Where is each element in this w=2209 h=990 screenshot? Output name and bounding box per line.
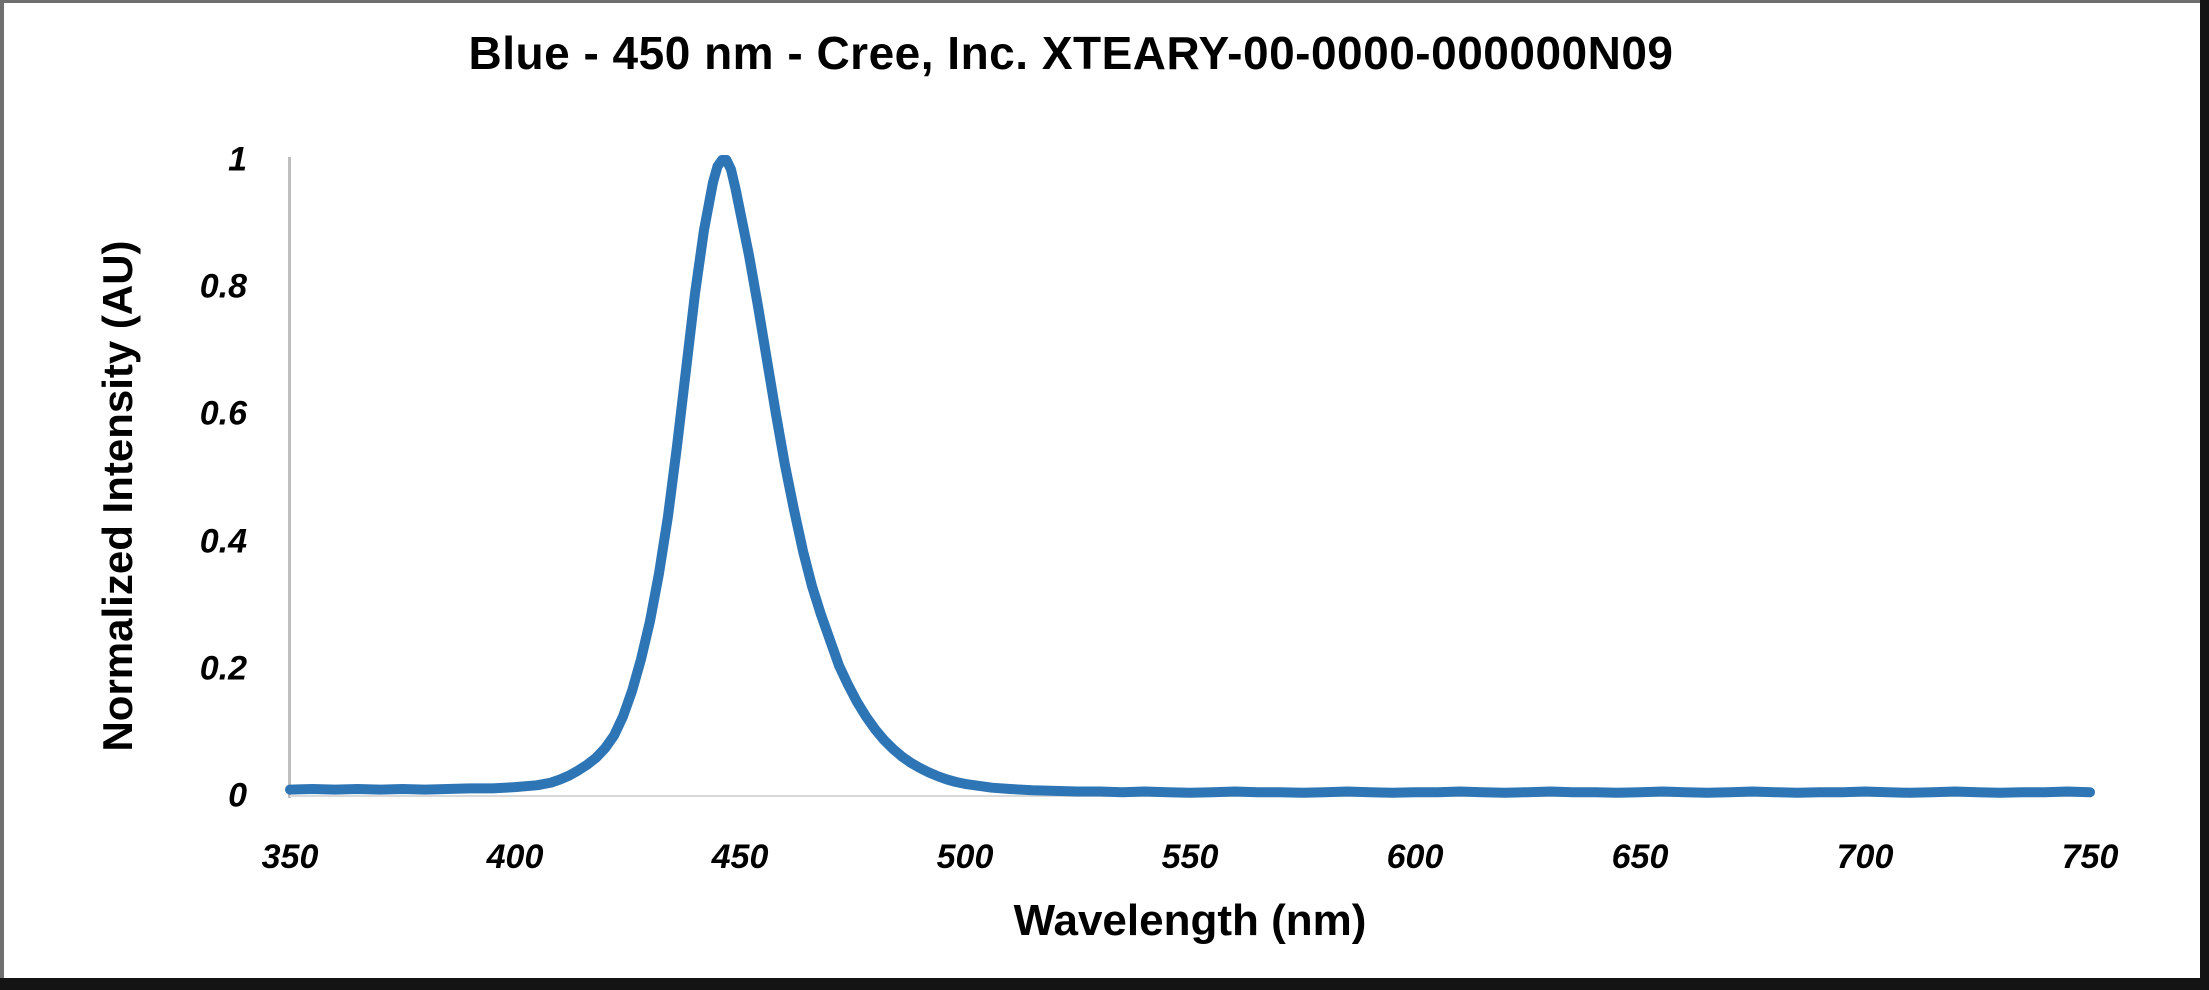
y-axis-line	[288, 157, 291, 798]
spectrum-line	[285, 155, 2095, 798]
x-tick-label: 600	[1386, 838, 1444, 876]
frame-border-right	[2200, 0, 2209, 990]
x-tick-label: 400	[486, 838, 544, 876]
y-tick-label: 1	[228, 140, 247, 179]
frame-border-left	[0, 0, 4, 990]
x-tick-label: 700	[1836, 838, 1894, 876]
y-tick-label: 0.2	[199, 649, 247, 688]
x-tick-label: 350	[261, 838, 319, 876]
x-tick-label: 750	[2061, 838, 2119, 876]
y-tick-label: 0	[228, 776, 247, 815]
x-tick-label: 450	[711, 838, 769, 876]
spectrum-plot	[285, 155, 2095, 798]
y-tick-label: 0.6	[199, 394, 247, 433]
y-tick-label: 0.8	[199, 267, 247, 306]
chart-title: Blue - 450 nm - Cree, Inc. XTEARY-00-000…	[468, 27, 1674, 79]
x-tick-label: 550	[1161, 838, 1219, 876]
y-tick-label: 0.4	[199, 522, 247, 561]
frame-border-top	[0, 0, 2209, 3]
x-tick-label: 500	[936, 838, 994, 876]
x-tick-label: 650	[1611, 838, 1669, 876]
frame-border-bottom	[0, 978, 2209, 990]
x-axis-title: Wavelength (nm)	[1013, 896, 1367, 945]
